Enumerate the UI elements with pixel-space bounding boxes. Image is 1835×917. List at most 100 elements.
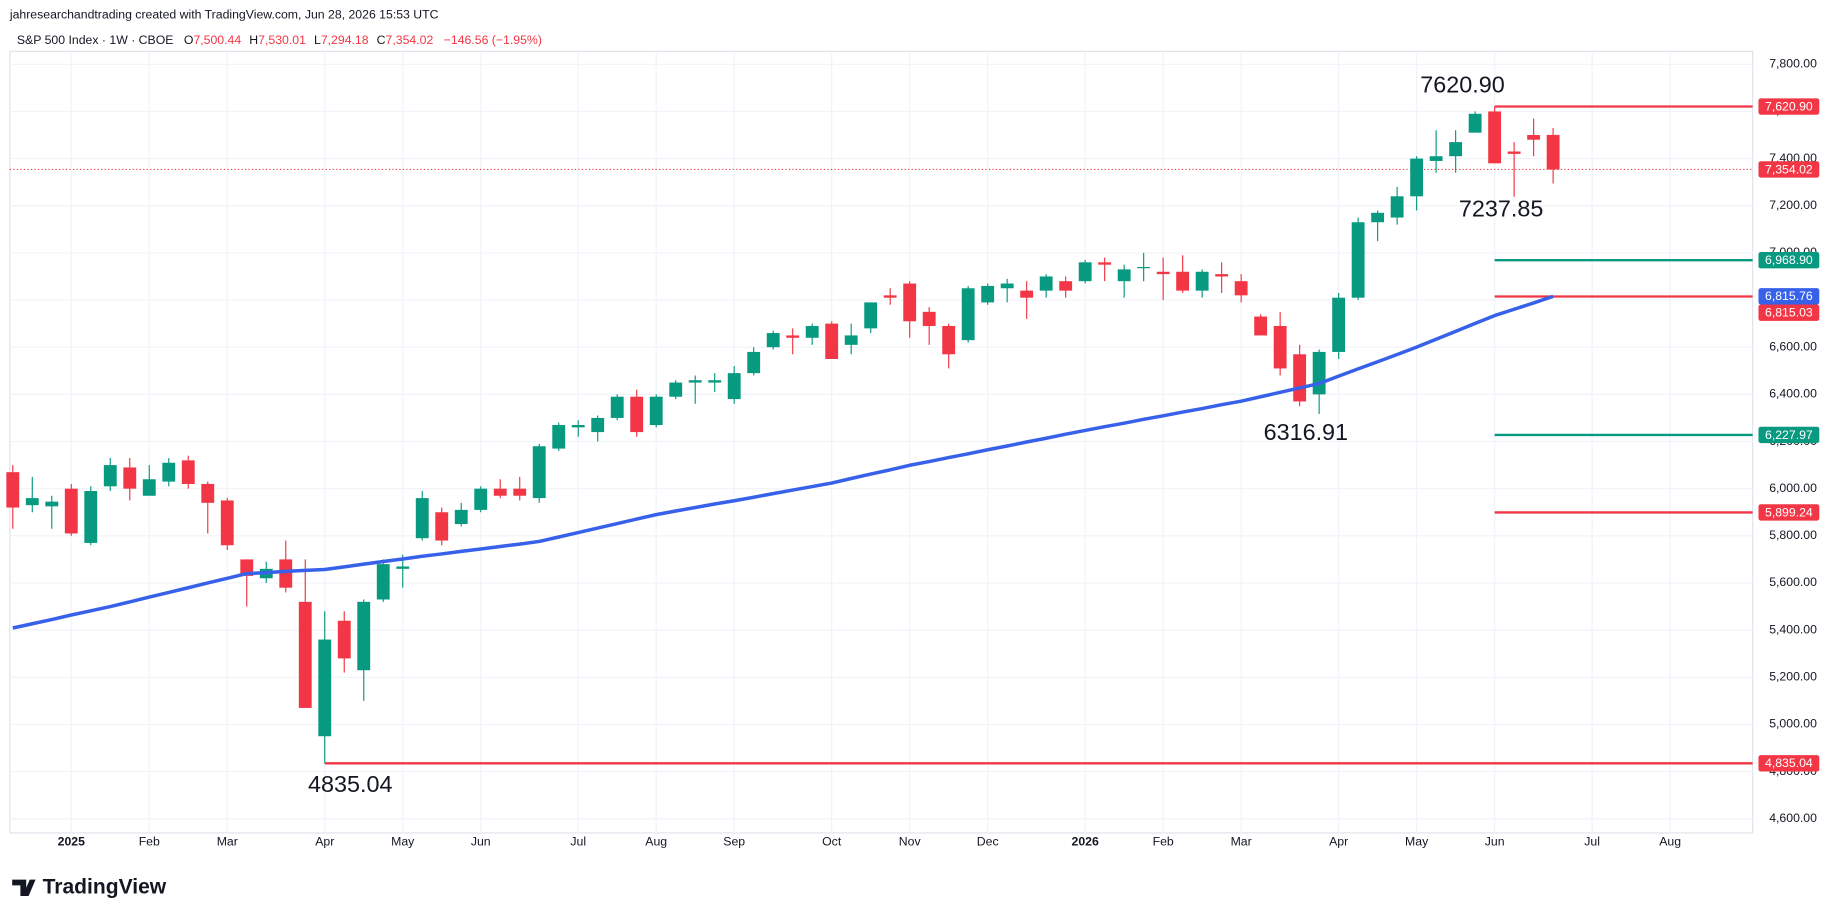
candle-body: [1273, 325, 1287, 369]
x-tick-label: Jun: [1485, 834, 1505, 848]
candle-body: [1488, 111, 1502, 164]
x-tick-label: Jul: [1584, 834, 1600, 848]
annotation: 7620.90: [1420, 72, 1505, 98]
annotation: 6316.91: [1264, 419, 1349, 445]
annotation: 4835.04: [308, 771, 392, 797]
price-badge-label: 6,815.76: [1765, 289, 1813, 303]
x-tick-label: May: [391, 834, 415, 848]
candle-body: [84, 491, 98, 543]
close-key: C: [377, 33, 386, 47]
candle-body: [435, 512, 449, 541]
candle-body: [922, 311, 936, 326]
candle-body: [688, 380, 702, 383]
candle-body: [1312, 351, 1326, 395]
open-key: O: [184, 33, 194, 47]
candle-body: [1195, 271, 1209, 291]
candle-body: [220, 500, 234, 546]
marks: [6, 105, 1753, 765]
plot-frame: [9, 50, 1754, 834]
candle-body: [1137, 267, 1151, 269]
candle-body: [1059, 281, 1073, 291]
y-tick-label: 5,800.00: [1769, 528, 1817, 542]
candle-body: [298, 601, 312, 708]
price-badge: [1758, 755, 1820, 772]
candle-body: [1234, 281, 1248, 296]
candle-body: [1020, 290, 1034, 298]
candle-body: [123, 467, 137, 489]
x-tick-label: Sep: [723, 834, 745, 848]
y-tick-label: 5,200.00: [1769, 670, 1817, 684]
candle-body: [805, 325, 819, 338]
candle-body: [493, 488, 507, 496]
logo-icon: [12, 879, 36, 896]
x-tick-label: Nov: [899, 834, 922, 848]
price-badge-label: 6,968.90: [1765, 253, 1813, 267]
axis: 4,600.004,800.005,000.005,200.005,400.00…: [58, 57, 1820, 848]
candle-body: [1254, 316, 1268, 336]
open-value: 7,500.44: [193, 33, 241, 47]
price-badge-label: 4,835.04: [1765, 756, 1813, 770]
candle-body: [415, 498, 429, 539]
candle-body: [45, 501, 59, 507]
candle-body: [181, 460, 195, 484]
x-tick-label: Aug: [1659, 834, 1681, 848]
x-tick-label: May: [1405, 834, 1429, 848]
y-tick-label: 4,600.00: [1769, 811, 1817, 825]
x-tick-label: Feb: [139, 834, 160, 848]
candle-body: [903, 283, 917, 322]
candle-body: [1371, 212, 1385, 223]
candle-body: [1351, 222, 1365, 298]
x-tick-label: Jul: [570, 834, 586, 848]
candle-body: [571, 425, 585, 428]
high-value: 7,530.01: [258, 33, 306, 47]
candle-body: [1332, 297, 1346, 352]
candle-body: [376, 564, 390, 600]
price-badge-label: 6,815.03: [1765, 306, 1813, 320]
x-tick-label: Apr: [315, 834, 334, 848]
candle-body: [474, 488, 488, 510]
x-tick-label: Apr: [1329, 834, 1348, 848]
candle-body: [1546, 134, 1560, 170]
candle-body: [201, 483, 215, 503]
candle-body: [727, 373, 741, 400]
candle-body: [1410, 158, 1424, 197]
candle-body: [25, 498, 39, 506]
candle-body: [630, 396, 644, 433]
x-tick-label: Oct: [822, 834, 842, 848]
logo: TradingView: [12, 875, 167, 898]
candle-body: [1429, 156, 1443, 161]
candle-body: [864, 302, 878, 329]
candle-body: [844, 335, 858, 345]
candle-body: [162, 462, 176, 482]
price-badge-label: 5,899.24: [1765, 505, 1813, 519]
candle-body: [747, 351, 761, 374]
candle-body: [142, 479, 156, 496]
candle-body: [1215, 274, 1229, 277]
candle-body: [766, 333, 780, 348]
x-tick-label: Jun: [471, 834, 491, 848]
candle-body: [981, 285, 995, 303]
candle-body: [1293, 354, 1307, 402]
candle-body: [942, 325, 956, 355]
y-tick-label: 6,000.00: [1769, 481, 1817, 495]
candle-body: [1000, 283, 1014, 289]
candle-body: [357, 601, 371, 671]
candle-body: [591, 417, 605, 433]
y-tick-label: 5,000.00: [1769, 717, 1817, 731]
candle-body: [1078, 262, 1092, 282]
candle-body: [1098, 262, 1112, 265]
brand: TradingView: [43, 875, 167, 898]
candle-body: [532, 446, 546, 499]
candle-body: [786, 335, 800, 338]
candle-body: [1468, 113, 1482, 133]
candle-body: [1117, 269, 1131, 282]
candle-body: [6, 472, 20, 508]
grid: [9, 50, 1754, 834]
moving-average: [12, 294, 1554, 630]
close-value: 7,354.02: [386, 33, 434, 47]
price-badge: [1758, 252, 1820, 269]
annotation: 7237.85: [1459, 196, 1544, 222]
candle-body: [708, 380, 722, 383]
